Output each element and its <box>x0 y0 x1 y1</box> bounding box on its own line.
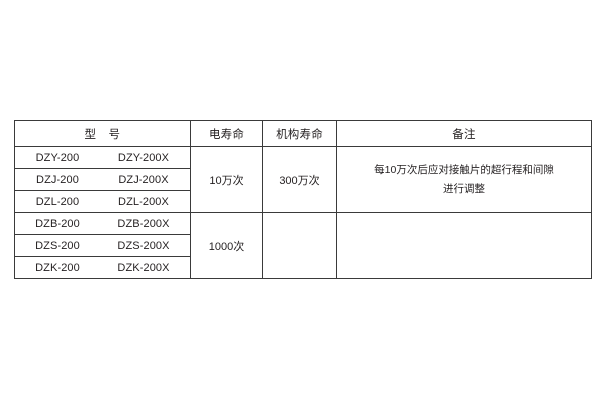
cell-mechanical-life-empty <box>262 212 337 279</box>
table-row: DZJ-200 DZJ-200X <box>14 168 592 191</box>
cell-model: DZY-200 DZY-200X <box>14 146 191 169</box>
column-header-model: 型号 <box>14 120 191 147</box>
column-header-mechanical-life: 机构寿命 <box>262 120 337 147</box>
cell-model: DZL-200 DZL-200X <box>14 190 191 213</box>
model-code-right: DZY-200X <box>117 151 170 164</box>
model-code-left: DZK-200 <box>35 261 80 274</box>
model-code-left: DZJ-200 <box>36 173 79 186</box>
model-code-right: DZK-200X <box>117 261 170 274</box>
cell-electrical-life: 10万次 <box>190 146 263 213</box>
cell-electrical-life: 1000次 <box>190 212 263 279</box>
table-row: DZB-200 DZB-200X 1000次 <box>14 212 592 279</box>
table-row: DZK-200 DZK-200X <box>14 256 592 279</box>
model-code-right: DZS-200X <box>117 239 170 252</box>
spec-table-container: 型号 电寿命 机构寿命 备注 DZY-200 DZY-200X 10万次 300万… <box>14 120 592 279</box>
cell-model: DZS-200 DZS-200X <box>14 234 191 257</box>
cell-remark-empty <box>336 212 592 279</box>
cell-mechanical-life: 300万次 <box>262 146 337 213</box>
model-code-right: DZJ-200X <box>118 173 169 186</box>
header-model-char-1: 型 <box>84 128 97 141</box>
model-code-right: DZB-200X <box>117 217 170 230</box>
relay-specification-table: 型号 电寿命 机构寿命 备注 DZY-200 DZY-200X 10万次 300万… <box>14 120 592 279</box>
model-code-left: DZS-200 <box>35 239 80 252</box>
cell-remark: 每10万次后应对接触片的超行程和间隙 进行调整 <box>336 146 592 213</box>
header-row: 型号 电寿命 机构寿命 备注 <box>14 120 592 147</box>
table-header: 型号 电寿命 机构寿命 备注 <box>14 120 592 147</box>
model-code-left: DZB-200 <box>35 217 80 230</box>
column-header-electrical-life: 电寿命 <box>190 120 263 147</box>
model-code-left: DZY-200 <box>35 151 80 164</box>
remark-line-2: 进行调整 <box>443 182 485 195</box>
table-row: DZL-200 DZL-200X <box>14 190 592 213</box>
table-row: DZS-200 DZS-200X <box>14 234 592 257</box>
model-code-right: DZL-200X <box>118 195 169 208</box>
column-header-remark: 备注 <box>336 120 592 147</box>
header-model-char-2: 号 <box>108 128 121 141</box>
remark-line-1: 每10万次后应对接触片的超行程和间隙 <box>374 163 554 176</box>
cell-model: DZB-200 DZB-200X <box>14 212 191 235</box>
table-body: DZY-200 DZY-200X 10万次 300万次 每10万次后应对接触片的超… <box>14 146 592 279</box>
model-code-left: DZL-200 <box>35 195 80 208</box>
cell-model: DZK-200 DZK-200X <box>14 256 191 279</box>
cell-model: DZJ-200 DZJ-200X <box>14 168 191 191</box>
table-row: DZY-200 DZY-200X 10万次 300万次 每10万次后应对接触片的超… <box>14 146 592 213</box>
